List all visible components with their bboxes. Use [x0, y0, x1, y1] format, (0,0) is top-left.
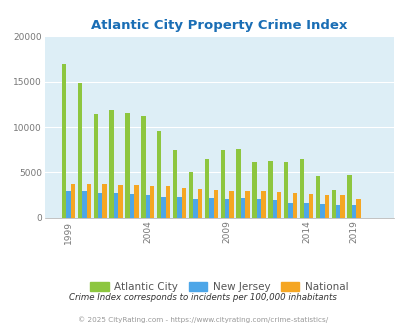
Text: Crime Index corresponds to incidents per 100,000 inhabitants: Crime Index corresponds to incidents per… — [69, 293, 336, 302]
Bar — [288, 203, 292, 218]
Bar — [347, 175, 351, 218]
Bar — [204, 159, 209, 218]
Bar — [161, 197, 166, 218]
Title: Atlantic City Property Crime Index: Atlantic City Property Crime Index — [91, 19, 347, 32]
Bar — [356, 199, 360, 218]
Bar — [98, 193, 102, 218]
Bar — [320, 204, 324, 218]
Bar — [324, 195, 328, 218]
Bar — [209, 198, 213, 218]
Text: © 2025 CityRating.com - https://www.cityrating.com/crime-statistics/: © 2025 CityRating.com - https://www.city… — [78, 316, 327, 323]
Bar — [292, 193, 296, 218]
Bar — [229, 191, 233, 218]
Bar — [315, 176, 320, 218]
Bar — [267, 161, 272, 218]
Bar — [82, 191, 86, 218]
Bar — [62, 63, 66, 218]
Bar — [102, 184, 107, 218]
Bar — [256, 199, 260, 218]
Bar — [213, 190, 217, 218]
Bar — [272, 200, 276, 218]
Bar — [150, 186, 154, 218]
Bar — [308, 194, 312, 218]
Bar — [70, 184, 75, 218]
Bar — [109, 110, 113, 218]
Bar — [145, 195, 150, 218]
Bar — [236, 149, 240, 218]
Bar — [340, 195, 344, 218]
Bar — [299, 159, 304, 218]
Bar — [141, 116, 145, 218]
Bar — [245, 191, 249, 218]
Bar — [77, 82, 82, 218]
Bar — [66, 191, 70, 218]
Bar — [335, 205, 340, 218]
Bar — [173, 150, 177, 218]
Bar — [177, 197, 181, 218]
Bar — [86, 184, 91, 218]
Legend: Atlantic City, New Jersey, National: Atlantic City, New Jersey, National — [86, 278, 352, 296]
Bar — [260, 191, 265, 218]
Bar — [220, 150, 224, 218]
Bar — [113, 193, 118, 218]
Bar — [166, 186, 170, 218]
Bar — [193, 199, 197, 218]
Bar — [93, 115, 98, 218]
Bar — [125, 114, 130, 218]
Bar — [240, 198, 245, 218]
Bar — [118, 185, 122, 218]
Bar — [351, 205, 356, 218]
Bar — [304, 203, 308, 218]
Bar — [188, 172, 193, 218]
Bar — [252, 162, 256, 218]
Bar — [130, 194, 134, 218]
Bar — [197, 189, 202, 218]
Bar — [331, 190, 335, 218]
Bar — [224, 199, 229, 218]
Bar — [134, 185, 138, 218]
Bar — [283, 162, 288, 218]
Bar — [276, 192, 281, 218]
Bar — [157, 131, 161, 218]
Bar — [181, 188, 186, 218]
